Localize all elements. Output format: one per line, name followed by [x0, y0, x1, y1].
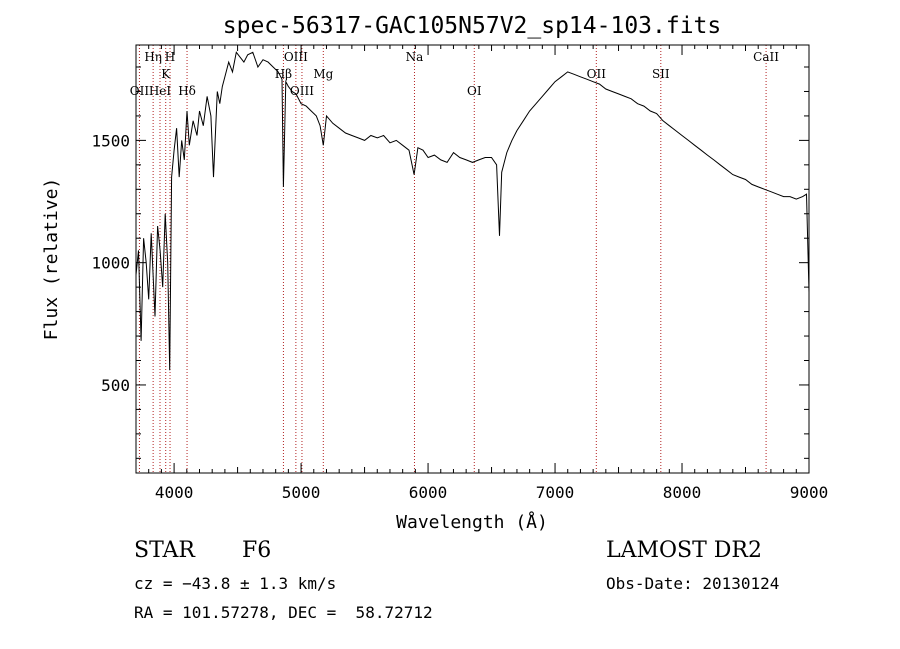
line-label-8: OIII	[290, 84, 314, 98]
line-label-4: K	[161, 67, 171, 81]
y-tick-label-0: 500	[101, 376, 130, 395]
series-line-0	[135, 51, 810, 371]
x-tick-label-0: 4000	[155, 483, 194, 502]
y-tick-label-1: 1000	[91, 254, 130, 273]
line-label-14: CaII	[753, 50, 779, 64]
line-label-1: HeI	[149, 84, 172, 98]
object-subclass: F6	[242, 538, 272, 563]
line-label-3: H	[165, 50, 175, 64]
survey-name: LAMOST DR2	[606, 538, 762, 563]
line-label-12: OII	[587, 67, 607, 81]
x-tick-label-4: 8000	[663, 483, 702, 502]
spectrum-series	[135, 51, 810, 371]
line-label-9: Mg	[313, 67, 333, 81]
x-tick-label-2: 6000	[409, 483, 448, 502]
line-label-10: Na	[406, 50, 424, 64]
line-label-11: OI	[467, 84, 482, 98]
x-tick-label-1: 5000	[282, 483, 321, 502]
x-tick-label-3: 7000	[536, 483, 575, 502]
chart-title: spec-56317-GAC105N57V2_sp14-103.fits	[223, 13, 722, 39]
coordinates: RA = 101.57278, DEC = 58.72712	[134, 603, 433, 622]
line-label-2: Hη	[144, 50, 162, 64]
line-label-13: SII	[652, 67, 670, 81]
y-axis-label: Flux (relative)	[41, 178, 62, 341]
y-tick-label-2: 1500	[91, 131, 130, 150]
observation-date: Obs-Date: 20130124	[606, 574, 780, 593]
x-tick-label-5: 9000	[790, 483, 829, 502]
object-type: STAR	[134, 538, 195, 563]
line-label-6: OIII	[284, 50, 308, 64]
redshift-cz: cz = −43.8 ± 1.3 km/s	[134, 574, 337, 593]
line-label-7: Hβ	[275, 67, 292, 81]
x-axis: 4000 5000 6000 7000 8000 9000	[135, 45, 829, 502]
y-axis: 500 1000 1500	[91, 66, 809, 459]
plot-frame	[135, 44, 810, 474]
line-label-5: Hδ	[178, 84, 196, 98]
x-axis-label: Wavelength (Å)	[396, 511, 548, 533]
